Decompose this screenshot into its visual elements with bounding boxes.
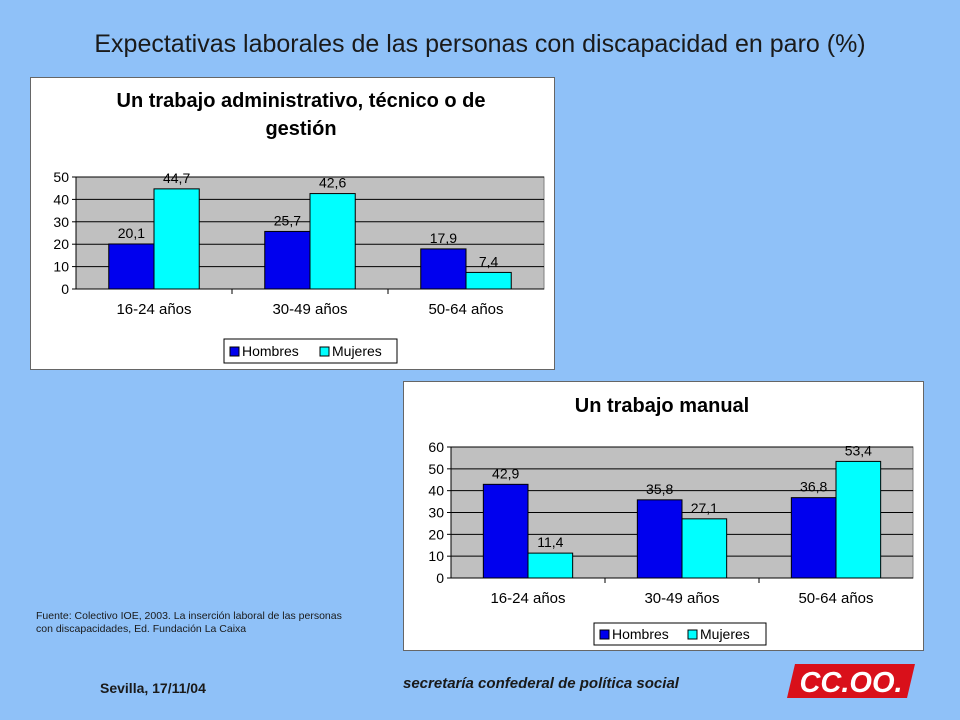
chart2-legend [593,622,767,646]
footer-date: Sevilla, 17/11/04 [100,680,206,696]
chart1-bar-hombres [108,243,155,290]
chart2-x-tick-label: 16-24 años [490,590,565,607]
chart2-data-label: 11,4 [537,534,563,550]
chart2-y-tick-label: 0 [436,570,444,586]
chart1-data-label: 20,1 [118,225,145,241]
chart-manual: Un trabajo manual 0 10 20 30 40 50 60 42,9 11,4 16… [403,381,924,651]
chart2-bar-mujeres [527,552,574,579]
chart1-x-tick-label: 30-49 años [272,301,347,318]
chart2-bar-hombres [482,483,529,579]
chart1-y-tick-label: 50 [53,169,69,185]
chart1-y-tick-label: 20 [53,236,69,252]
chart1-legend-label: Hombres [242,343,299,359]
chart1-bar-mujeres [309,193,356,290]
chart1-legend-swatch-mujeres [319,346,330,357]
chart2-x-tick-label: 30-49 años [644,590,719,607]
chart2-x-tick-label: 50-64 años [798,590,873,607]
chart2-y-tick-label: 40 [428,483,444,499]
ccoo-logo: CC.OO. [787,664,915,699]
chart2-data-label: 42,9 [492,465,519,481]
chart1-bar-mujeres [465,271,512,290]
ccoo-logo-text: CC.OO. [799,667,902,699]
chart2-y-tick-label: 30 [428,505,444,521]
source-note: Fuente: Colectivo IOE, 2003. La inserció… [36,610,342,635]
chart1-legend-label: Mujeres [332,343,382,359]
chart2-bar-mujeres [835,460,882,579]
chart1-y-tick-label: 10 [53,259,69,275]
chart1-data-label: 42,6 [319,175,346,191]
chart2-y-tick-label: 20 [428,526,444,542]
chart1-legend-swatch-hombres [229,346,240,357]
chart1-y-tick-label: 0 [61,281,69,297]
chart1-y-tick-label: 30 [53,214,69,230]
chart2-legend-label: Mujeres [700,626,750,642]
chart1-title-line: gestión [265,118,336,140]
chart2-bar-mujeres [681,518,728,579]
chart1-legend [223,338,398,364]
chart1-data-label: 44,7 [163,170,190,186]
chart1-x-tick-label: 16-24 años [116,301,191,318]
chart-manual-svg: Un trabajo manual 0 10 20 30 40 50 60 42,9 11,4 16… [428,395,914,646]
chart2-legend-swatch-hombres [599,629,610,640]
ccoo-logo-shape [787,664,915,698]
chart1-bar-hombres [420,248,467,290]
chart1-data-label: 25,7 [274,212,301,228]
chart-administrativo: Un trabajo administrativo, técnico o de g… [30,77,555,370]
chart1-title-line: Un trabajo administrativo, técnico o de [117,90,486,112]
chart1-data-label: 7,4 [479,253,499,269]
slide-title: Expectativas laborales de las personas c… [94,30,866,58]
chart2-bar-hombres [636,499,683,579]
chart2-data-label: 36,8 [800,479,827,495]
chart2-y-tick-label: 10 [428,548,444,564]
chart2-data-label: 27,1 [691,500,718,516]
chart2-y-tick-label: 60 [428,439,444,455]
chart1-x-tick-label: 50-64 años [428,301,503,318]
chart1-data-label: 17,9 [430,230,457,246]
footer-organization: secretaría confederal de política social [403,675,679,692]
chart2-data-label: 35,8 [646,481,673,497]
chart2-legend-label: Hombres [612,626,669,642]
chart2-bar-hombres [790,497,837,579]
chart1-y-tick-label: 40 [53,191,69,207]
chart2-data-label: 53,4 [845,442,872,458]
chart1-bar-hombres [264,230,311,290]
chart2-legend-swatch-mujeres [687,629,698,640]
chart1-bar-mujeres [153,188,200,290]
chart-administrativo-svg: Un trabajo administrativo, técnico o de g… [53,90,545,364]
chart2-title-line: Un trabajo manual [575,395,749,417]
chart2-y-tick-label: 50 [428,461,444,477]
